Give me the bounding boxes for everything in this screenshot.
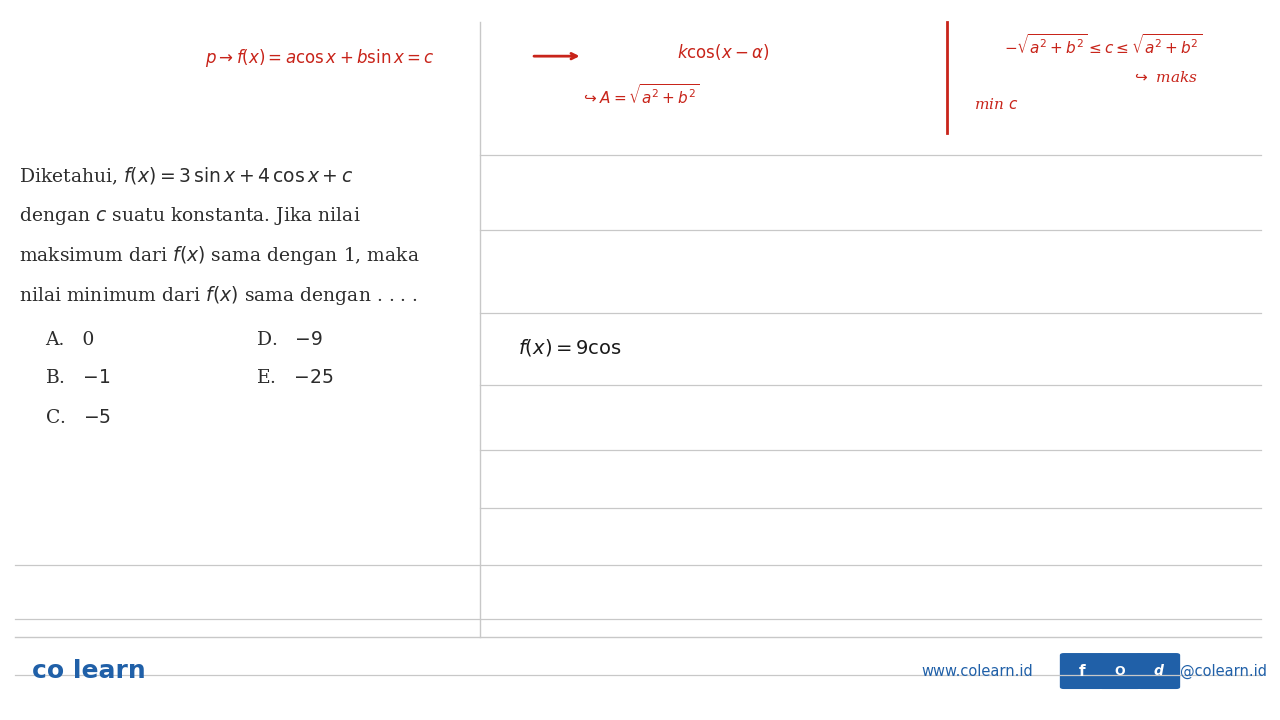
Text: $p{\rightarrow}f(x)=a\cos x+b\sin x=c$: $p{\rightarrow}f(x)=a\cos x+b\sin x=c$ bbox=[205, 47, 435, 68]
Text: maksimum dari $f(x)$ sama dengan 1, maka: maksimum dari $f(x)$ sama dengan 1, maka bbox=[19, 244, 420, 267]
Text: www.colearn.id: www.colearn.id bbox=[922, 664, 1033, 678]
Text: @colearn.id: @colearn.id bbox=[1180, 663, 1267, 679]
Text: co learn: co learn bbox=[32, 659, 146, 683]
Text: dengan $c$ suatu konstanta. Jika nilai: dengan $c$ suatu konstanta. Jika nilai bbox=[19, 205, 361, 227]
Text: C.   $-5$: C. $-5$ bbox=[45, 409, 111, 426]
Text: B.   $-1$: B. $-1$ bbox=[45, 369, 110, 387]
FancyBboxPatch shape bbox=[1098, 653, 1142, 689]
Text: D.   $-9$: D. $-9$ bbox=[256, 330, 323, 348]
Text: O: O bbox=[1115, 665, 1125, 678]
Text: $f(x)=9\cos$: $f(x)=9\cos$ bbox=[518, 336, 622, 358]
Text: $-\sqrt{a^2+b^2}\leq c\leq\sqrt{a^2+b^2}$: $-\sqrt{a^2+b^2}\leq c\leq\sqrt{a^2+b^2}… bbox=[1005, 32, 1202, 57]
Text: A.   0: A. 0 bbox=[45, 330, 95, 348]
Text: f: f bbox=[1078, 664, 1085, 678]
Text: d: d bbox=[1153, 664, 1164, 678]
Text: Diketahui, $f(x) = 3\,\mathrm{sin}\,x + 4\,\mathrm{cos}\,x + c$: Diketahui, $f(x) = 3\,\mathrm{sin}\,x + … bbox=[19, 166, 353, 187]
FancyBboxPatch shape bbox=[1060, 653, 1103, 689]
FancyBboxPatch shape bbox=[1137, 653, 1180, 689]
Text: $\hookrightarrow$ maks: $\hookrightarrow$ maks bbox=[1132, 70, 1198, 84]
Text: $k\cos(x-\alpha)$: $k\cos(x-\alpha)$ bbox=[677, 42, 769, 62]
Text: $\hookrightarrow A=\sqrt{a^2+b^2}$: $\hookrightarrow A=\sqrt{a^2+b^2}$ bbox=[581, 83, 699, 107]
Text: min $c$: min $c$ bbox=[974, 97, 1018, 112]
Text: nilai minimum dari $f(x)$ sama dengan . . . .: nilai minimum dari $f(x)$ sama dengan . … bbox=[19, 284, 419, 307]
Text: E.   $-25$: E. $-25$ bbox=[256, 369, 333, 387]
